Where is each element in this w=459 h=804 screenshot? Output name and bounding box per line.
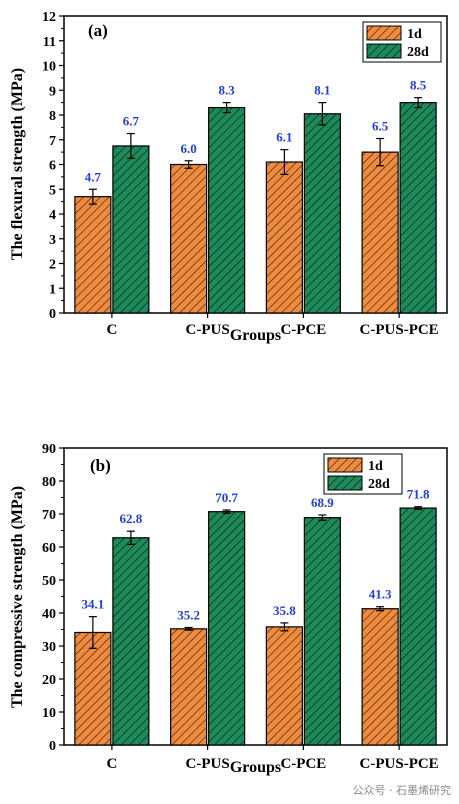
- y-tick-label: 10: [42, 60, 56, 75]
- legend-label: 28d: [368, 477, 390, 492]
- bar-1d-C: [74, 196, 112, 314]
- data-label: 6.0: [181, 141, 197, 156]
- bar-1d-C-PCE: [265, 626, 303, 746]
- bar-28d-C-PUS: [208, 511, 246, 746]
- bar-28d-C-PUS-PCE: [399, 102, 437, 314]
- data-label: 71.8: [407, 487, 430, 502]
- y-tick-label: 10: [42, 706, 56, 721]
- legend-swatch-28d: [366, 43, 402, 59]
- y-tick-label: 50: [42, 574, 56, 589]
- y-tick-label: 5: [49, 183, 56, 198]
- data-label: 41.3: [369, 587, 392, 602]
- y-tick-label: 30: [42, 640, 56, 655]
- bar-28d-C: [112, 537, 150, 746]
- x-tick-label: C-PUS-PCE: [360, 322, 439, 338]
- data-label: 35.2: [177, 608, 200, 623]
- x-axis-title: Groups: [230, 327, 281, 344]
- y-tick-label: 7: [49, 134, 56, 149]
- y-tick-label: 6: [49, 159, 56, 174]
- y-tick-label: 70: [42, 508, 56, 523]
- x-tick-label: C-PUS: [186, 322, 230, 338]
- legend-label: 28d: [407, 45, 429, 60]
- data-label: 8.1: [314, 83, 330, 98]
- x-tick-label: C-PCE: [280, 322, 326, 338]
- bar-1d-C-PUS: [170, 628, 208, 746]
- bar-28d-C-PCE: [303, 113, 341, 314]
- legend-label: 1d: [368, 459, 383, 474]
- x-tick-label: C-PUS: [186, 756, 230, 772]
- legend-swatch-1d: [366, 25, 402, 41]
- x-tick-label: C: [106, 756, 117, 772]
- data-label: 8.3: [219, 83, 236, 98]
- data-label: 8.5: [410, 78, 427, 93]
- y-axis-title: The compressive strength (MPa): [9, 486, 26, 708]
- bar-1d-C-PCE: [265, 161, 303, 314]
- bar-28d-C: [112, 145, 150, 314]
- data-label: 70.7: [215, 490, 238, 505]
- panel-label: (a): [88, 21, 108, 40]
- x-tick-label: C-PUS-PCE: [360, 756, 439, 772]
- data-label: 62.8: [120, 511, 143, 526]
- chart-panel-1: 0123456789101112C4.76.7C-PUS6.08.3C-PCE6…: [9, 10, 448, 344]
- y-tick-label: 80: [42, 475, 56, 490]
- bar-1d-C-PUS-PCE: [361, 608, 399, 746]
- y-tick-label: 3: [49, 233, 56, 248]
- x-tick-label: C: [106, 322, 117, 338]
- x-tick-label: C-PCE: [280, 756, 326, 772]
- y-tick-label: 12: [42, 10, 56, 25]
- watermark: 公众号 · 石墨烯研究: [352, 784, 452, 797]
- y-tick-label: 8: [49, 109, 56, 124]
- y-tick-label: 0: [49, 307, 56, 322]
- bar-28d-C-PUS: [208, 106, 246, 314]
- legend-swatch-1d: [327, 457, 363, 473]
- y-tick-label: 40: [42, 607, 56, 622]
- y-tick-label: 2: [49, 258, 56, 273]
- x-axis-title: Groups: [230, 759, 281, 776]
- data-label: 6.7: [123, 114, 140, 129]
- data-label: 6.5: [372, 119, 389, 134]
- chart-panel-2: 0 10 20 30 40 50 60 70 80 90 C 34.1 62.8 C-PUS 35.2 70.…: [9, 442, 448, 776]
- bar-28d-C-PCE: [303, 517, 341, 746]
- bar-28d-C-PUS-PCE: [399, 507, 437, 746]
- data-label: 6.1: [276, 130, 292, 145]
- data-label: 68.9: [311, 495, 334, 510]
- y-tick-label: 11: [43, 35, 56, 50]
- y-tick-label: 1: [49, 282, 56, 297]
- bar-1d-C-PUS-PCE: [361, 151, 399, 314]
- y-tick-label: 60: [42, 541, 56, 556]
- y-tick-label: 9: [49, 84, 56, 99]
- y-tick-label: 4: [49, 208, 56, 223]
- y-axis-title: The flexural strength (MPa): [9, 68, 26, 260]
- y-tick-label: 90: [42, 442, 56, 457]
- bar-1d-C: [74, 631, 112, 746]
- legend-label: 1d: [407, 27, 422, 42]
- legend-swatch-28d: [327, 475, 363, 491]
- y-tick-label: 0: [49, 739, 56, 754]
- data-label: 35.8: [273, 603, 296, 618]
- data-label: 34.1: [82, 597, 105, 612]
- bar-1d-C-PUS: [170, 163, 208, 314]
- panel-label: (b): [90, 456, 111, 475]
- data-label: 4.7: [85, 169, 102, 184]
- y-tick-label: 20: [42, 673, 56, 688]
